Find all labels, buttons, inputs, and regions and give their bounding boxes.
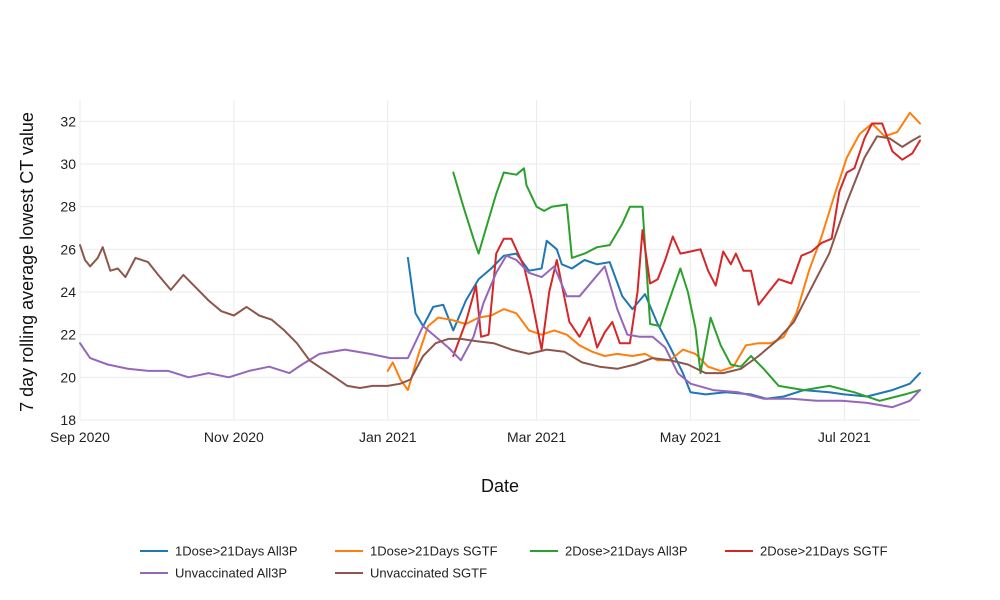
- legend-label: 2Dose>21Days All3P: [565, 544, 688, 559]
- y-axis-title: 7 day rolling average lowest CT value: [17, 112, 37, 412]
- legend-item[interactable]: Unvaccinated All3P: [140, 566, 287, 581]
- series-line-5: [79, 254, 921, 409]
- y-axis-ticks: 18 20 22 24 26 28 30 32: [60, 113, 76, 428]
- legend-label: 2Dose>21Days SGTF: [760, 544, 888, 559]
- series-line-4: [452, 122, 921, 357]
- y-tick-label: 30: [60, 156, 76, 172]
- legend-label: Unvaccinated All3P: [175, 566, 287, 581]
- x-tick-label: Jan 2021: [359, 429, 417, 445]
- legend-item[interactable]: Unvaccinated SGTF: [335, 566, 487, 581]
- legend-item[interactable]: 1Dose>21Days SGTF: [335, 544, 498, 559]
- series-line-3: [452, 167, 921, 402]
- x-tick-label: May 2021: [660, 429, 722, 445]
- x-tick-label: Nov 2020: [204, 429, 264, 445]
- legend-label: Unvaccinated SGTF: [370, 566, 487, 581]
- y-tick-label: 26: [60, 241, 76, 257]
- legend-label: 1Dose>21Days SGTF: [370, 544, 498, 559]
- legend-item[interactable]: 2Dose>21Days SGTF: [725, 544, 888, 559]
- x-axis-title: Date: [481, 476, 519, 496]
- y-tick-label: 24: [60, 284, 76, 300]
- x-axis-ticks: Sep 2020 Nov 2020 Jan 2021 Mar 2021 May 2021…: [50, 429, 871, 445]
- x-tick-label: Jul 2021: [818, 429, 871, 445]
- legend-item[interactable]: 2Dose>21Days All3P: [530, 544, 688, 559]
- y-tick-label: 28: [60, 199, 76, 215]
- x-tick-label: Mar 2021: [507, 429, 566, 445]
- y-tick-label: 32: [60, 113, 76, 129]
- y-tick-label: 22: [60, 327, 76, 343]
- x-tick-label: Sep 2020: [50, 429, 110, 445]
- y-tick-label: 18: [60, 412, 76, 428]
- legend-item[interactable]: 1Dose>21Days All3P: [140, 544, 298, 559]
- legend-label: 1Dose>21Days All3P: [175, 544, 298, 559]
- series-lines: [79, 111, 921, 409]
- series-line-6: [79, 135, 921, 389]
- y-tick-label: 20: [60, 369, 76, 385]
- series-line-2: [386, 111, 921, 392]
- grid: [79, 100, 920, 421]
- legend: 1Dose>21Days All3P 1Dose>21Days SGTF 2Dose…: [140, 544, 888, 581]
- series-line-1: [406, 239, 921, 400]
